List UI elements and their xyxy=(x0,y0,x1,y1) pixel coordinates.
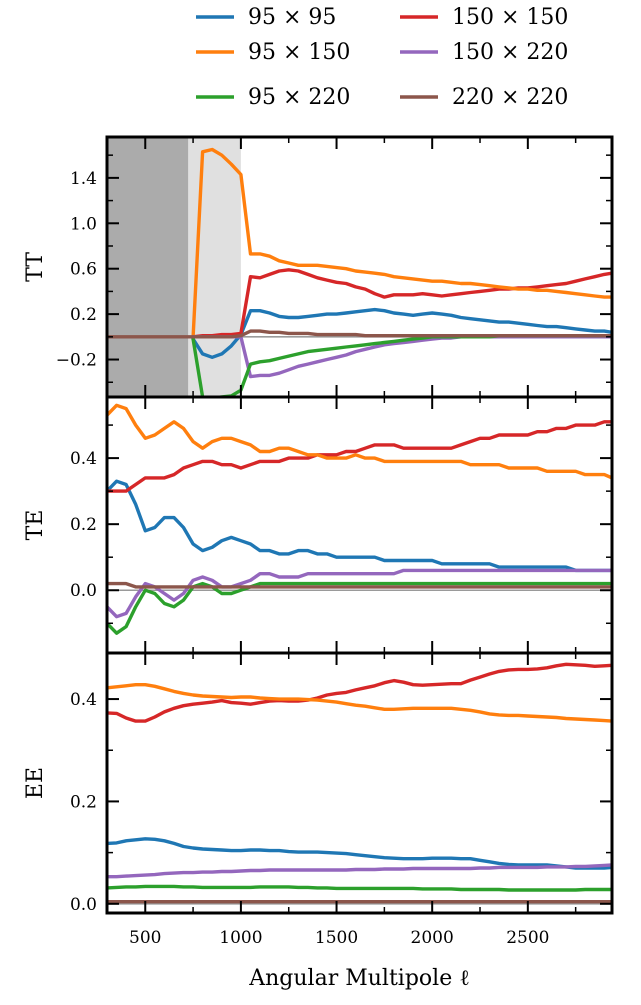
y-tick-label: 0.2 xyxy=(70,792,97,812)
x-tick-label: 2000 xyxy=(411,928,454,948)
y-tick-label: 0.0 xyxy=(70,895,97,915)
x-tick-labels: 500 1000 1500 2000 2500 xyxy=(129,928,549,948)
y-tick-label: 1.0 xyxy=(70,214,97,234)
series-line-95x95 xyxy=(107,837,612,870)
y-tick-label: 0.4 xyxy=(70,690,97,710)
x-tick-label: 500 xyxy=(129,928,161,948)
legend-label: 95 × 220 xyxy=(248,85,350,110)
legend-entry: 95 × 150 xyxy=(196,40,350,65)
panel-tt: −0.2 0.2 0.6 1.0 1.4 TT xyxy=(23,135,614,399)
panel-frame xyxy=(105,651,614,915)
y-tick-label: 1.4 xyxy=(70,169,97,189)
series-line-95x95 xyxy=(107,479,612,573)
x-tick-label: 2500 xyxy=(506,928,549,948)
series-line-95x220 xyxy=(191,334,612,397)
panel-ylabel: TE xyxy=(23,510,48,541)
series-line-95x150 xyxy=(107,403,612,480)
series-line-150x220 xyxy=(107,568,612,619)
panel-ylabel: EE xyxy=(23,767,48,799)
legend-label: 150 × 220 xyxy=(452,40,568,65)
series-line-220x220 xyxy=(107,329,612,339)
legend-entry: 95 × 220 xyxy=(196,85,350,110)
legend-label: 220 × 220 xyxy=(452,85,568,110)
legend-entry: 220 × 220 xyxy=(400,85,568,110)
x-tick-label: 1500 xyxy=(315,928,358,948)
legend: 95 × 95 150 × 150 95 × 150 150 × 220 95 × 22… xyxy=(196,5,568,110)
series-line-95x220 xyxy=(107,581,612,635)
series-line-150x150 xyxy=(107,662,612,723)
series-line-95x150 xyxy=(191,147,612,339)
x-tick-label: 1000 xyxy=(219,928,262,948)
legend-label: 95 × 150 xyxy=(248,40,350,65)
masked-region-dark xyxy=(107,137,189,397)
series-line-150x220 xyxy=(107,863,612,879)
series-line-150x150 xyxy=(107,420,612,493)
panel-te: 0.0 0.2 0.4 TE xyxy=(23,395,614,655)
series-line-150x150 xyxy=(191,268,612,339)
panel-ee: 0.0 0.2 0.4 EE xyxy=(23,651,614,915)
legend-label: 95 × 95 xyxy=(248,5,336,30)
y-tick-label: 0.6 xyxy=(70,260,97,280)
y-tick-label: 0.4 xyxy=(70,449,97,469)
legend-entry: 95 × 95 xyxy=(196,5,336,30)
legend-entry: 150 × 220 xyxy=(400,40,568,65)
y-tick-label: 0.2 xyxy=(70,305,97,325)
y-tick-label: 0.0 xyxy=(70,581,97,601)
y-tick-label: 0.2 xyxy=(70,515,97,535)
panel-ylabel: TT xyxy=(23,252,48,282)
series-line-150x220 xyxy=(191,335,612,379)
series-line-95x95 xyxy=(191,307,612,359)
y-tick-label: −0.2 xyxy=(56,351,97,371)
x-axis-label: Angular Multipole ℓ xyxy=(248,966,470,991)
series-line-220x220 xyxy=(107,581,612,589)
series-line-95x220 xyxy=(107,884,612,892)
legend-label: 150 × 150 xyxy=(452,5,568,30)
chart-panels: −0.2 0.2 0.6 1.0 1.4 TT 0.0 0.2 0.4 TE 0.0 0.2 0.4 EE… xyxy=(23,135,614,948)
series-line-95x150 xyxy=(107,683,612,723)
legend-entry: 150 × 150 xyxy=(400,5,568,30)
